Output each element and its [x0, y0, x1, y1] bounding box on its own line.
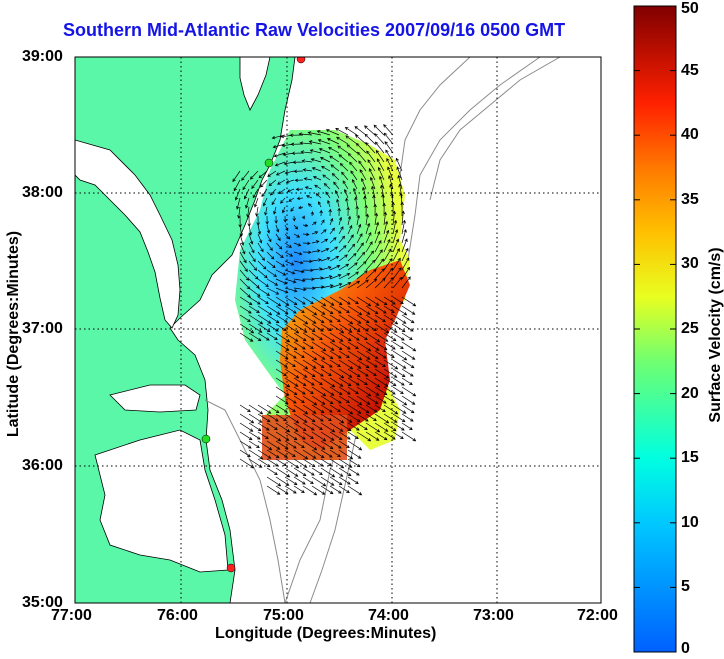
y-tick: 35:00	[22, 594, 63, 611]
station-marker-green[interactable]	[264, 158, 274, 168]
y-tick: 38:00	[22, 184, 63, 201]
colorbar-tick-label: 30	[681, 255, 699, 273]
map-grid	[75, 57, 601, 603]
x-axis-label: Longitude (Degrees:Minutes)	[215, 625, 437, 642]
albemarle-sound	[109, 384, 201, 413]
colorbar-tick-label: 5	[681, 578, 690, 596]
colorbar-tick-label: 35	[681, 190, 699, 208]
colorbar-label: Surface Velocity (cm/s)	[707, 247, 724, 423]
colorbar-tick-label: 15	[681, 449, 699, 467]
colorbar-tick-label: 20	[681, 384, 699, 402]
y-axis-label: Latitude (Degrees:Minutes)	[5, 230, 22, 438]
velocity-arrows	[232, 124, 417, 496]
y-tick: 36:00	[22, 457, 63, 474]
velocity-arrow-set	[232, 124, 417, 496]
colorbar-tick-label: 45	[681, 61, 699, 79]
colorbar-tick-label: 25	[681, 320, 699, 337]
x-tick: 74:00	[368, 607, 409, 624]
colorbar-tick-label: 0	[681, 640, 690, 657]
colorbar	[633, 5, 677, 653]
chesapeake-bay	[75, 139, 181, 329]
station-marker-red[interactable]	[296, 55, 306, 64]
station-marker-green[interactable]	[201, 434, 211, 444]
x-tick: 76:00	[157, 607, 198, 624]
y-tick: 39:00	[22, 48, 63, 65]
station-marker-red[interactable]	[226, 563, 236, 573]
x-tick: 72:00	[577, 607, 618, 624]
y-tick: 37:00	[22, 320, 63, 337]
colorbar-tick-label: 10	[681, 513, 699, 531]
map-title: Southern Mid-Atlantic Raw Velocities 200…	[63, 20, 566, 40]
colorbar-tick-label: 50	[681, 0, 699, 17]
x-tick: 77:00	[51, 607, 92, 624]
x-tick: 73:00	[473, 607, 514, 624]
colorbar-tick-label: 40	[681, 126, 699, 144]
map-frame	[74, 56, 602, 604]
x-tick: 75:00	[263, 607, 304, 624]
delaware-bay	[239, 57, 271, 111]
